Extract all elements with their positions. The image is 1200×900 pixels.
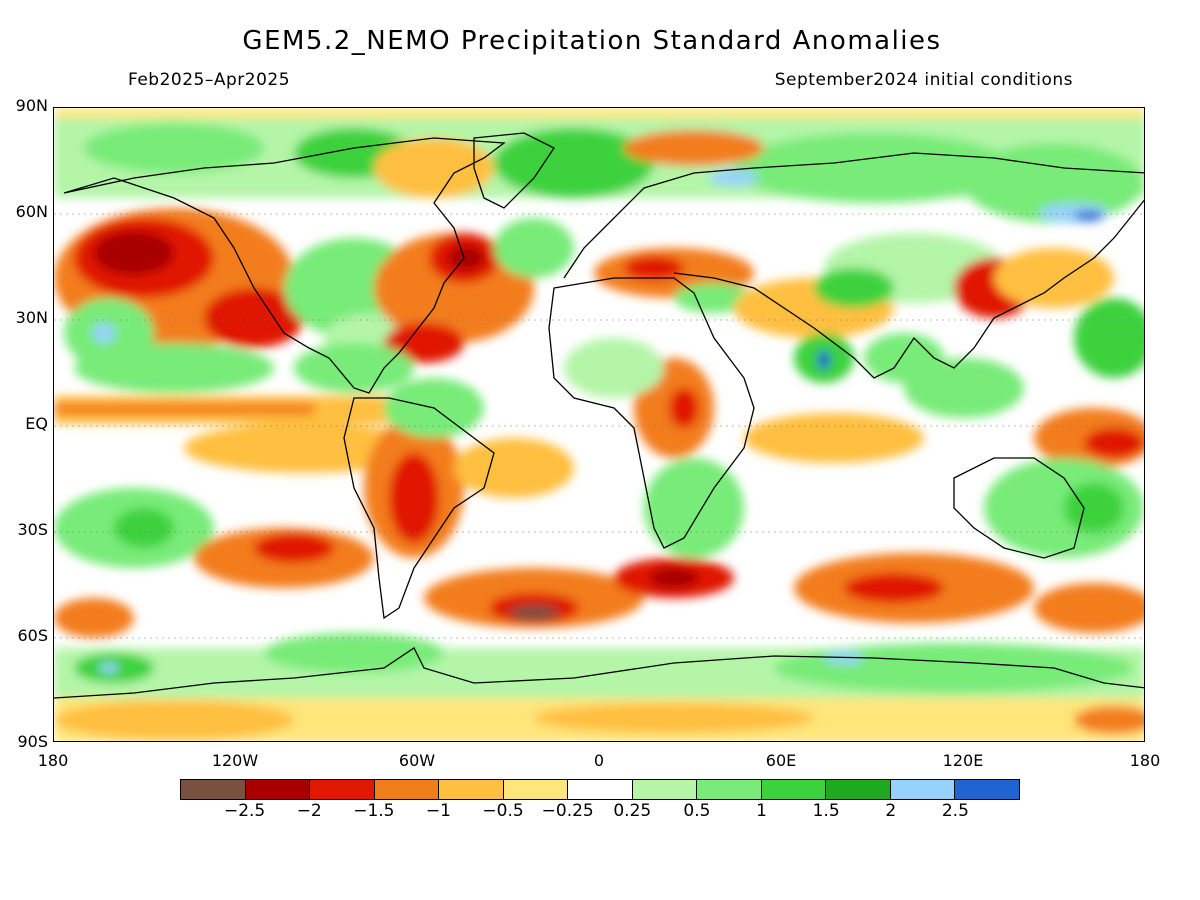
colorbar-swatch (890, 780, 956, 799)
initial-conditions: September2024 initial conditions (774, 70, 1073, 90)
lon-label-180e: 180 (1129, 751, 1161, 770)
colorbar-label: −2.5 (223, 801, 266, 821)
colorbar-swatch (181, 780, 246, 799)
forecast-period: Feb2025–Apr2025 (128, 70, 291, 90)
colorbar-label: −2 (296, 801, 322, 821)
greenland-coast (473, 132, 555, 209)
chart-title: GEM5.2_NEMO Precipitation Standard Anoma… (242, 26, 942, 56)
colorbar-swatch (761, 780, 827, 799)
colorbar-label: 1.5 (812, 801, 840, 821)
lat-label-eq: EQ (25, 414, 48, 433)
colorbar-label: 0.25 (613, 801, 652, 821)
south-america-coast (343, 397, 495, 620)
lat-label-30n: 30N (15, 308, 48, 327)
colorbar-label: −0.5 (482, 801, 524, 821)
lat-label-90s: 90S (17, 732, 48, 751)
australia-coast (953, 457, 1085, 559)
colorbar-label: 2.5 (941, 801, 969, 821)
lon-label-0: 0 (593, 751, 605, 770)
colorbar (180, 779, 1020, 800)
lat-label-30s: 30S (17, 520, 48, 539)
colorbar-label: −1.5 (353, 801, 395, 821)
colorbar-label: 0.5 (683, 801, 711, 821)
colorbar-swatch (503, 780, 569, 799)
colorbar-label: 1 (756, 801, 767, 821)
colorbar-swatch (826, 780, 891, 799)
graticule (54, 213, 1144, 639)
colorbar-label: 2 (885, 801, 897, 821)
coastlines (54, 132, 1144, 699)
lat-label-60n: 60N (15, 202, 48, 221)
lon-label-60w: 60W (398, 751, 436, 770)
anomaly-shading (54, 108, 1144, 741)
colorbar-swatch (439, 780, 504, 799)
lon-label-120w: 120W (211, 751, 259, 770)
colorbar-label: −0.25 (541, 801, 594, 821)
anomaly-field (54, 108, 1144, 741)
north-america-coast (63, 137, 506, 394)
lat-label-60s: 60S (17, 626, 48, 645)
lon-label-60e: 60E (765, 751, 797, 770)
colorbar-swatch (568, 780, 633, 799)
colorbar-swatch (632, 780, 698, 799)
lat-label-90n: 90N (15, 96, 48, 115)
colorbar-swatch (374, 780, 440, 799)
colorbar-swatch (310, 780, 375, 799)
colorbar-label: −1 (425, 801, 451, 821)
lon-label-180w: 180 (37, 751, 69, 770)
lon-label-120e: 120E (942, 751, 984, 770)
colorbar-swatch (245, 780, 311, 799)
anomaly-map (53, 107, 1145, 742)
africa-coast (548, 277, 755, 549)
colorbar-swatch (955, 780, 1019, 799)
colorbar-swatch (697, 780, 762, 799)
antarctica-coast (54, 647, 1144, 699)
eurasia-coast (563, 152, 1144, 379)
